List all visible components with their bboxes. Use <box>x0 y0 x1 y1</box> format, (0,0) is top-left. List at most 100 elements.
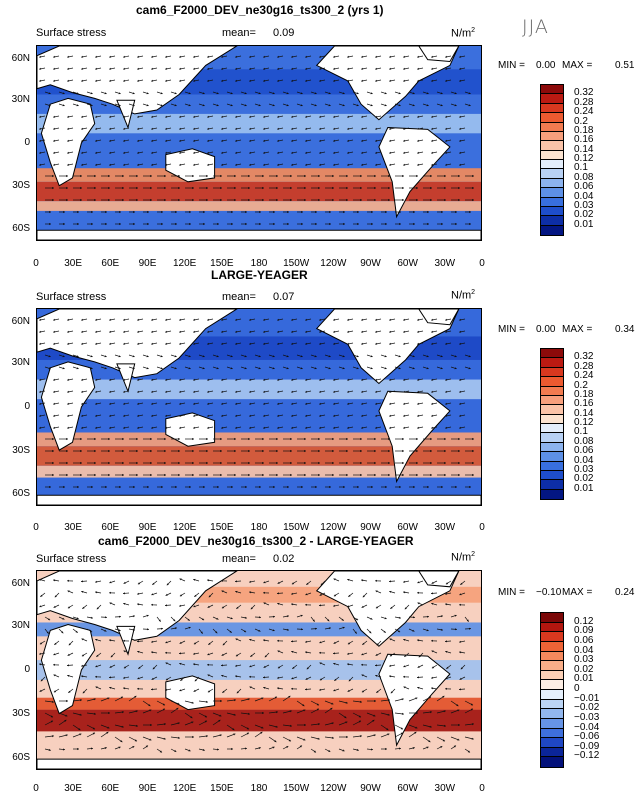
colorbar-level-label: 0.28 <box>574 360 594 372</box>
lon-tick-label: 30W <box>434 522 456 533</box>
colorbar-level-label: 0.09 <box>574 625 594 637</box>
colorbar-swatch <box>541 718 563 729</box>
colorbar-swatch <box>541 122 563 132</box>
panel-3-max-value: 0.24 <box>615 587 635 598</box>
panel-1-map-svg <box>37 46 481 240</box>
colorbar-swatch <box>541 680 563 690</box>
panel-2-mean-value: 0.07 <box>273 291 295 303</box>
lon-tick-label: 120W <box>320 783 347 794</box>
panel-2-title: LARGE-YEAGER <box>211 268 308 282</box>
colorbar-swatch <box>541 728 563 739</box>
lon-tick-label: 150W <box>283 783 310 794</box>
lat-tick-label: 30N <box>11 357 30 369</box>
lon-tick-label: 60W <box>397 783 418 794</box>
panel-2-max-value: 0.34 <box>615 324 635 335</box>
colorbar-level-label: 0.32 <box>574 351 594 363</box>
lon-tick-label: 150E <box>210 258 234 269</box>
lat-tick-label: 30N <box>11 93 30 105</box>
colorbar-level-label: 0.06 <box>574 445 594 457</box>
colorbar-level-label: 0.03 <box>574 199 594 211</box>
lat-tick-label: 30S <box>12 180 30 192</box>
panel-1-mean-value: 0.09 <box>273 27 295 39</box>
colorbar-swatch <box>541 632 563 642</box>
colorbar-level-label: 0.2 <box>574 379 588 391</box>
colorbar-swatch <box>541 405 563 415</box>
panel-3-colorbar <box>540 612 564 768</box>
panel-3-mean-label: mean= <box>222 553 256 565</box>
colorbar-swatch <box>541 160 563 170</box>
panel-2-variable: Surface stress <box>36 291 107 303</box>
colorbar-level-label: 0.03 <box>574 654 594 666</box>
colorbar-swatch <box>541 470 563 481</box>
lon-tick-label: 180 <box>250 258 268 269</box>
colorbar-level-label: 0.04 <box>574 190 594 202</box>
lon-tick-label: 30W <box>434 258 456 269</box>
lat-tick-label: 0 <box>24 664 30 675</box>
lat-tick-label: 60S <box>12 752 30 763</box>
lat-tick-label: 0 <box>24 401 30 412</box>
colorbar-swatch <box>541 480 563 490</box>
panel-1-max-value: 0.51 <box>615 60 635 71</box>
figure-title: cam6_F2000_DEV_ne30g16_ts300_2 (yrs 1) <box>136 3 384 17</box>
colorbar-swatch <box>541 622 563 633</box>
lon-tick-label: 0 <box>33 522 39 533</box>
colorbar-swatch <box>541 367 563 378</box>
colorbar-swatch <box>541 206 563 217</box>
lon-tick-label: 90W <box>360 258 381 269</box>
season-label: JJA <box>522 16 549 38</box>
colorbar-level-label: 0.1 <box>574 162 588 174</box>
panel-3-units: N/m2 <box>451 551 476 564</box>
colorbar-swatch <box>541 103 563 114</box>
colorbar-level-label: 0.01 <box>574 482 594 494</box>
colorbar-level-label: 0.02 <box>574 663 594 675</box>
panel-1-min-label: MIN = <box>498 60 525 71</box>
panel-2-map-svg <box>37 309 481 505</box>
colorbar-level-label: 0 <box>574 683 580 694</box>
lat-tick-label: 60S <box>12 488 30 500</box>
colorbar-level-label: 0.03 <box>574 463 594 475</box>
colorbar-level-label: 0.28 <box>574 96 594 108</box>
colorbar-swatch <box>541 690 563 700</box>
colorbar-level-label: 0.18 <box>574 388 594 400</box>
colorbar-level-label: 0.14 <box>574 143 594 155</box>
lon-tick-label: 60W <box>397 522 418 533</box>
colorbar-level-label: −0.04 <box>574 721 600 733</box>
panel-1-units: N/m2 <box>451 27 476 40</box>
colorbar-swatch <box>541 197 563 207</box>
lon-tick-label: 90E <box>138 783 157 794</box>
colorbar-swatch <box>541 131 563 142</box>
lat-tick-label: 30N <box>11 620 30 631</box>
lat-tick-label: 60S <box>12 223 30 235</box>
colorbar-swatch <box>541 85 563 95</box>
colorbar-swatch <box>541 424 563 434</box>
colorbar-swatch <box>541 216 563 226</box>
lat-tick-label: 30S <box>12 708 30 719</box>
colorbar-level-label: 0.12 <box>574 153 594 164</box>
colorbar-swatch <box>541 699 563 710</box>
colorbar-swatch <box>541 225 563 235</box>
colorbar-level-label: 0.04 <box>574 454 594 466</box>
lon-tick-label: 180 <box>250 783 268 794</box>
panel-3-variable: Surface stress <box>36 553 107 565</box>
colorbar-level-label: 0.02 <box>574 473 594 485</box>
lon-tick-label: 90E <box>138 258 157 269</box>
colorbar-level-label: −0.03 <box>574 711 600 723</box>
panel-1-map <box>36 45 482 241</box>
colorbar-level-label: 0.32 <box>574 87 594 99</box>
lon-tick-label: 0 <box>479 258 485 269</box>
colorbar-swatch <box>541 433 563 443</box>
panel-3-title: cam6_F2000_DEV_ne30g16_ts300_2 - LARGE-Y… <box>98 534 414 548</box>
colorbar-swatch <box>541 670 563 681</box>
lon-tick-label: 0 <box>33 783 39 794</box>
panel-1-min-value: 0.00 <box>536 60 556 71</box>
lon-tick-label: 90W <box>360 522 381 533</box>
colorbar-swatch <box>541 141 563 151</box>
colorbar-swatch <box>541 358 563 368</box>
panel-2-map <box>36 308 482 506</box>
colorbar-swatch <box>541 461 563 471</box>
lon-tick-label: 150W <box>283 522 310 533</box>
colorbar-swatch <box>541 709 563 719</box>
colorbar-level-label: 0.1 <box>574 426 588 438</box>
colorbar-level-label: −0.02 <box>574 702 600 714</box>
lat-tick-label: 0 <box>24 137 30 148</box>
